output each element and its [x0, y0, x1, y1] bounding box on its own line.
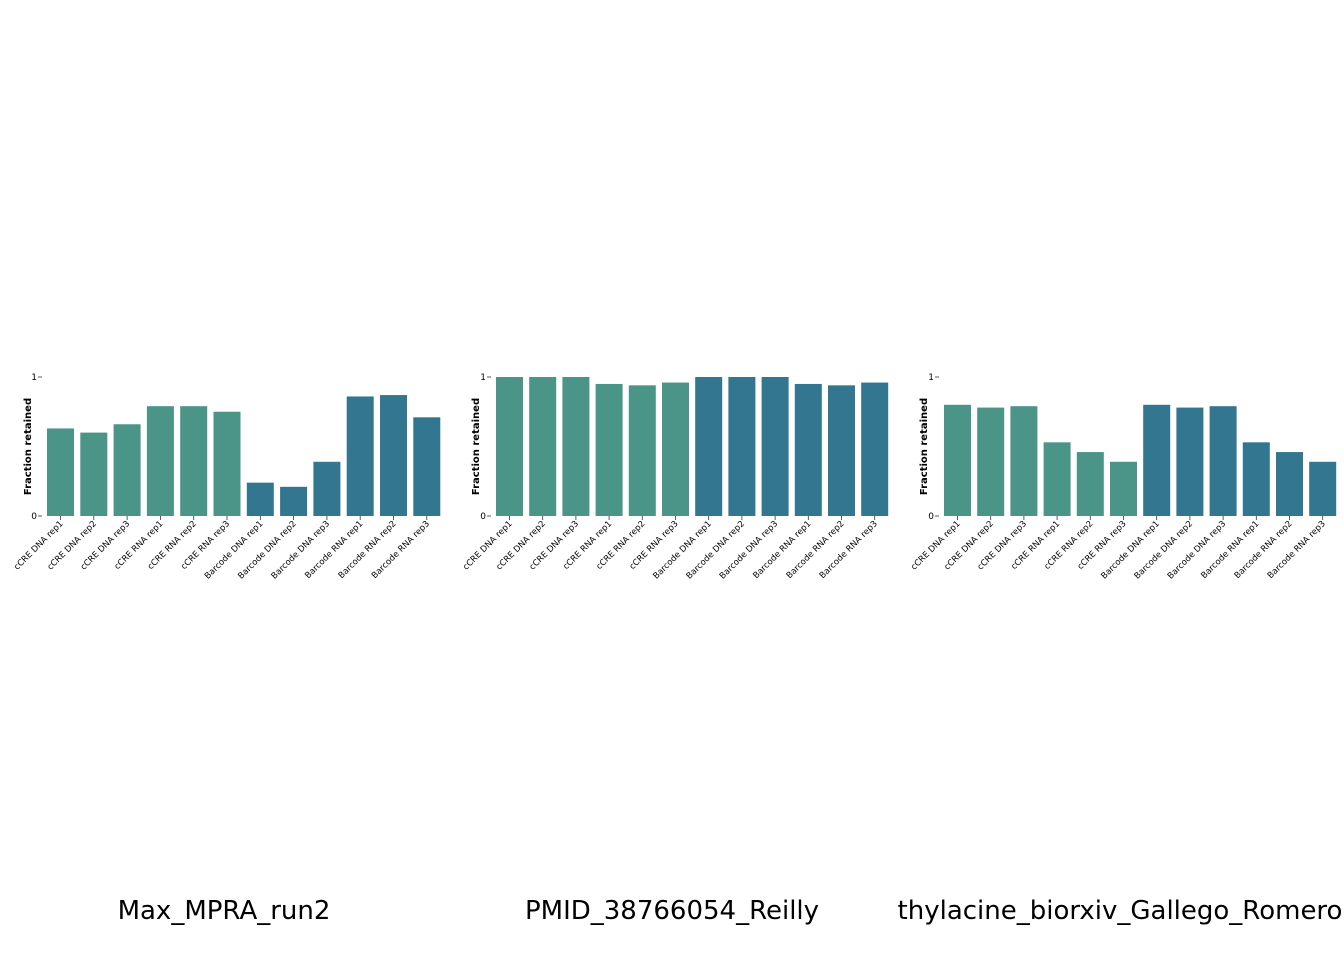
bar: [246, 482, 274, 516]
y-tick-label: 0: [928, 512, 934, 522]
bar: [413, 417, 441, 516]
bar: [1143, 404, 1171, 516]
bar: [113, 424, 141, 516]
panel-title-3: thylacine_biorxiv_Gallego_Romero: [897, 896, 1343, 926]
x-tick-label: Barcode RNA rep2: [1233, 519, 1295, 581]
x-tick-label: Barcode RNA rep3: [370, 519, 432, 581]
bar: [595, 383, 623, 516]
x-tick-label: Barcode RNA rep2: [337, 519, 399, 581]
bar: [562, 377, 590, 516]
y-tick-label: 1: [928, 373, 934, 383]
bar: [728, 377, 756, 516]
x-tick-label: Barcode RNA rep3: [818, 519, 880, 581]
bar: [861, 382, 889, 516]
bar: [529, 377, 557, 516]
bar: [80, 432, 108, 516]
bar: [496, 377, 523, 516]
y-tick-label: 1: [480, 373, 486, 383]
bar: [944, 404, 971, 516]
bar: [346, 396, 374, 516]
bar: [1043, 442, 1071, 516]
bar: [280, 486, 308, 516]
bar: [1110, 461, 1137, 516]
y-axis-label: Fraction retained: [919, 398, 930, 495]
y-axis-label: Fraction retained: [471, 398, 482, 495]
x-tick-label: Barcode DNA rep2: [685, 519, 747, 581]
x-tick-label: Barcode RNA rep2: [785, 519, 847, 581]
y-tick-label: 1: [31, 373, 37, 383]
bar: [1276, 452, 1303, 516]
x-tick-label: Barcode DNA rep3: [718, 519, 780, 581]
bar: [1242, 442, 1270, 516]
bar: [662, 382, 689, 516]
x-tick-label: Barcode DNA rep3: [270, 519, 332, 581]
x-tick-label: Barcode DNA rep3: [1166, 519, 1228, 581]
bar: [146, 406, 174, 516]
x-tick-label: Barcode DNA rep2: [1133, 519, 1195, 581]
bar: [180, 406, 208, 516]
bar: [1076, 452, 1104, 516]
panel-title-2: PMID_38766054_Reilly: [524, 896, 820, 926]
y-tick-label: 0: [480, 512, 486, 522]
bar: [1010, 406, 1038, 516]
x-tick-label: Barcode RNA rep3: [1266, 519, 1328, 581]
bar: [695, 377, 723, 516]
bar: [213, 411, 241, 516]
bar: [380, 395, 407, 516]
bar: [761, 377, 789, 516]
y-axis-label: Fraction retained: [23, 398, 34, 495]
bar: [828, 385, 855, 516]
bar: [977, 407, 1005, 516]
x-tick-label: Barcode RNA rep1: [751, 519, 813, 581]
bar: [313, 461, 341, 516]
x-tick-label: Barcode RNA rep1: [1199, 519, 1261, 581]
bar: [47, 428, 74, 516]
bar: [1209, 406, 1237, 516]
x-tick-label: Barcode RNA rep1: [303, 519, 365, 581]
bar: [794, 383, 822, 516]
x-tick-label: Barcode DNA rep2: [236, 519, 298, 581]
x-tick-label: Barcode DNA rep1: [1099, 519, 1161, 581]
panel-title-1: Max_MPRA_run2: [117, 896, 331, 926]
bar: [628, 385, 656, 516]
x-tick-label: Barcode DNA rep1: [203, 519, 265, 581]
x-tick-label: Barcode DNA rep1: [651, 519, 713, 581]
bar: [1309, 461, 1337, 516]
y-tick-label: 0: [31, 512, 37, 522]
bar: [1176, 407, 1204, 516]
